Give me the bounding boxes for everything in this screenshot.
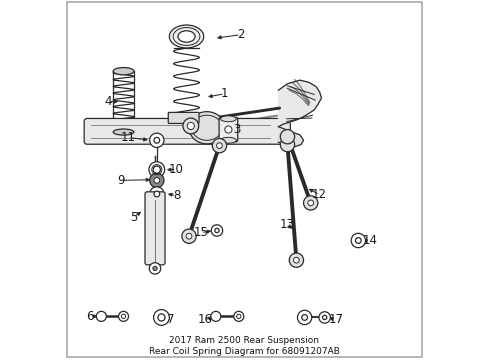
Circle shape bbox=[183, 118, 198, 134]
FancyBboxPatch shape bbox=[84, 118, 290, 144]
Text: 14: 14 bbox=[362, 234, 377, 247]
Circle shape bbox=[154, 138, 160, 143]
Polygon shape bbox=[278, 80, 321, 127]
Text: 2017 Ram 2500 Rear Suspension
Rear Coil Spring Diagram for 68091207AB: 2017 Ram 2500 Rear Suspension Rear Coil … bbox=[149, 336, 339, 356]
Circle shape bbox=[233, 311, 244, 321]
Circle shape bbox=[121, 314, 125, 319]
Ellipse shape bbox=[220, 137, 236, 143]
Ellipse shape bbox=[113, 129, 134, 135]
Circle shape bbox=[322, 315, 326, 320]
Circle shape bbox=[149, 162, 164, 177]
Circle shape bbox=[118, 311, 128, 321]
Text: 2: 2 bbox=[237, 28, 244, 41]
Ellipse shape bbox=[189, 112, 224, 144]
Circle shape bbox=[186, 233, 191, 239]
Circle shape bbox=[224, 126, 231, 133]
Circle shape bbox=[212, 139, 226, 153]
Text: 1: 1 bbox=[221, 87, 228, 100]
Circle shape bbox=[149, 173, 163, 188]
Circle shape bbox=[307, 200, 313, 206]
Circle shape bbox=[318, 312, 330, 323]
Circle shape bbox=[293, 257, 299, 263]
Circle shape bbox=[280, 130, 294, 144]
FancyBboxPatch shape bbox=[219, 117, 237, 142]
Text: 17: 17 bbox=[327, 314, 343, 327]
Circle shape bbox=[153, 310, 169, 325]
Polygon shape bbox=[278, 127, 303, 147]
Ellipse shape bbox=[220, 116, 236, 122]
Circle shape bbox=[182, 229, 196, 243]
Ellipse shape bbox=[113, 68, 134, 75]
Circle shape bbox=[154, 191, 160, 197]
Circle shape bbox=[297, 310, 311, 325]
Ellipse shape bbox=[169, 25, 203, 48]
Circle shape bbox=[214, 228, 219, 233]
Text: 7: 7 bbox=[167, 314, 175, 327]
Circle shape bbox=[355, 238, 361, 243]
Circle shape bbox=[236, 314, 241, 319]
Circle shape bbox=[154, 177, 160, 183]
Circle shape bbox=[288, 253, 303, 267]
Text: 11: 11 bbox=[121, 131, 135, 144]
Text: 6: 6 bbox=[86, 310, 93, 323]
Text: 9: 9 bbox=[117, 174, 124, 187]
Circle shape bbox=[210, 311, 221, 321]
Circle shape bbox=[301, 315, 307, 320]
Text: 5: 5 bbox=[130, 211, 137, 224]
Text: 3: 3 bbox=[233, 123, 241, 136]
Text: 16: 16 bbox=[197, 314, 212, 327]
Circle shape bbox=[153, 266, 157, 271]
Text: 4: 4 bbox=[104, 95, 111, 108]
Text: 12: 12 bbox=[311, 188, 326, 201]
Text: 15: 15 bbox=[193, 226, 208, 239]
Text: 13: 13 bbox=[279, 218, 294, 231]
Circle shape bbox=[96, 311, 106, 321]
Circle shape bbox=[303, 196, 317, 210]
Circle shape bbox=[187, 122, 194, 130]
FancyBboxPatch shape bbox=[168, 112, 199, 123]
Circle shape bbox=[350, 233, 365, 248]
Circle shape bbox=[149, 133, 163, 148]
Circle shape bbox=[158, 314, 165, 321]
Circle shape bbox=[149, 263, 161, 274]
Circle shape bbox=[149, 187, 163, 201]
Text: 8: 8 bbox=[172, 189, 180, 202]
Circle shape bbox=[216, 143, 222, 149]
FancyBboxPatch shape bbox=[145, 192, 165, 265]
Circle shape bbox=[280, 138, 294, 152]
Circle shape bbox=[211, 225, 222, 236]
Ellipse shape bbox=[178, 31, 195, 42]
Text: 10: 10 bbox=[169, 163, 183, 176]
Circle shape bbox=[153, 166, 160, 173]
